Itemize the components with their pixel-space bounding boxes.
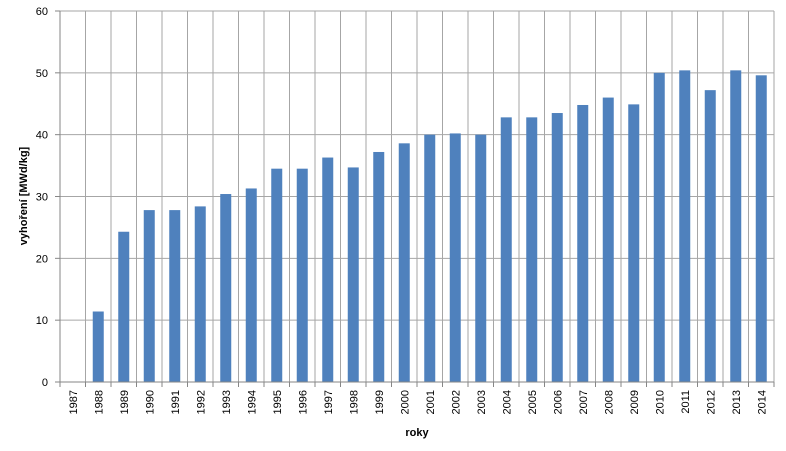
- y-tick-label: 30: [36, 192, 48, 204]
- y-tick-label: 10: [36, 315, 48, 327]
- x-tick-label: 2000: [399, 390, 411, 414]
- bar: [296, 168, 308, 382]
- bar: [118, 231, 130, 382]
- gridlines: [59, 10, 775, 382]
- x-tick-label: 2013: [731, 390, 743, 414]
- y-axis-title: vyhoření [MWd/kg]: [18, 146, 30, 245]
- bar: [194, 206, 206, 382]
- x-tick-label: 2002: [450, 390, 462, 414]
- bar: [475, 134, 487, 382]
- bar: [551, 113, 563, 383]
- y-tick-labels: 0 10 20 30 40 50 60: [36, 6, 48, 389]
- bar: [347, 167, 359, 382]
- bar: [424, 134, 436, 382]
- bar: [628, 104, 640, 382]
- bar: [602, 97, 614, 383]
- bar: [220, 194, 232, 382]
- bar: [577, 104, 589, 382]
- bar-series: [92, 70, 767, 383]
- x-tick-labels: 1987 1988 1989 1990 1991 1992 1993 1994 1995 1996…: [68, 390, 769, 414]
- bar: [143, 210, 155, 382]
- x-tick-label: 2008: [603, 390, 615, 414]
- bar: [500, 117, 512, 382]
- bar: [398, 143, 410, 382]
- x-tick-label: 1997: [323, 390, 335, 414]
- bar: [373, 151, 385, 382]
- x-tick-label: 2012: [705, 390, 717, 414]
- x-tick-label: 1988: [93, 390, 105, 414]
- x-tick-label: 2014: [756, 390, 768, 414]
- x-tick-label: 2005: [527, 390, 539, 414]
- axes: [55, 10, 775, 387]
- x-tick-label: 2004: [501, 390, 513, 414]
- x-tick-label: 1998: [348, 390, 360, 414]
- x-tick-label: 1996: [297, 390, 309, 414]
- bar: [169, 210, 181, 382]
- bar: [322, 157, 334, 382]
- x-tick-label: 2006: [552, 390, 564, 414]
- x-tick-label: 1987: [68, 390, 80, 414]
- x-tick-label: 1992: [195, 390, 207, 414]
- bar: [755, 75, 767, 382]
- bar: [92, 311, 104, 382]
- x-tick-label: 2011: [680, 390, 692, 414]
- bar: [449, 133, 461, 382]
- x-tick-label: 1989: [119, 390, 131, 414]
- x-tick-label: 2010: [654, 390, 666, 414]
- bar: [730, 70, 742, 383]
- bar: [526, 117, 538, 382]
- x-tick-label: 1999: [374, 390, 386, 414]
- bar: [679, 70, 691, 383]
- bar: [704, 90, 716, 382]
- y-tick-label: 0: [42, 377, 48, 389]
- x-tick-label: 2001: [425, 390, 437, 414]
- x-tick-label: 2007: [578, 390, 590, 414]
- x-tick-label: 1990: [144, 390, 156, 414]
- y-tick-label: 50: [36, 68, 48, 80]
- bar: [653, 72, 665, 382]
- x-tick-label: 1994: [246, 390, 258, 414]
- bar: [271, 168, 283, 382]
- y-tick-label: 40: [36, 130, 48, 142]
- y-tick-label: 60: [36, 6, 48, 18]
- x-tick-label: 2009: [629, 390, 641, 414]
- bar: [245, 188, 257, 382]
- y-tick-label: 20: [36, 253, 48, 265]
- x-axis-title: roky: [405, 427, 429, 439]
- x-tick-label: 1995: [272, 390, 284, 414]
- x-tick-label: 1991: [170, 390, 182, 414]
- x-tick-label: 1993: [221, 390, 233, 414]
- x-tick-label: 2003: [476, 390, 488, 414]
